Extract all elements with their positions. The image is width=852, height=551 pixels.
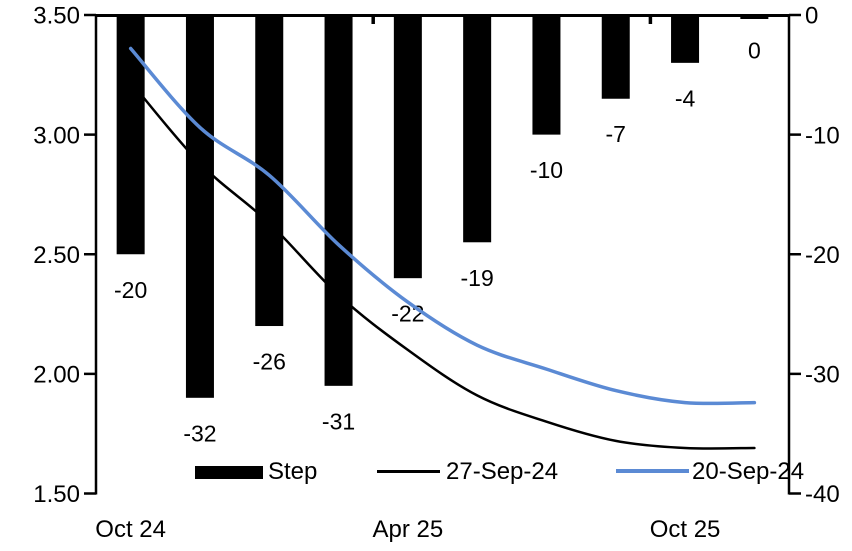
legend-swatch-20-sep-24 [616,469,689,473]
step-bar [671,15,700,63]
right-axis-tick-label: -40 [805,481,840,508]
bar-data-label: -22 [391,301,424,327]
legend-swatch-27-sep-24 [377,470,440,473]
legend-swatch-step [195,466,263,479]
right-axis-tick-label: -20 [805,242,840,269]
bar-data-label: -7 [606,121,626,147]
step-bar [324,15,353,386]
step-bar [393,15,422,279]
bar-data-label: -4 [675,85,696,111]
left-axis-tick-label: 2.00 [33,362,80,389]
left-axis-tick-label: 2.50 [33,242,80,269]
step-bar [601,15,630,99]
left-axis-tick-label: 1.50 [33,481,80,508]
bar-data-label: 0 [748,38,761,64]
line-20-sep-24 [128,46,757,406]
legend-label-27-sep-24: 27-Sep-24 [446,458,559,485]
bar-data-label: -10 [530,157,563,183]
step-bar [532,15,561,135]
legend-label-20-sep-24: 20-Sep-24 [692,458,805,485]
bar-data-label: -26 [253,349,286,375]
step-bar [255,15,284,327]
right-axis-tick-label: 0 [805,3,818,30]
bar-data-label: -19 [461,265,494,291]
x-axis-tick-label: Oct 25 [650,516,721,543]
left-axis-tick-label: 3.50 [33,3,80,30]
right-axis-tick-label: -30 [805,362,840,389]
line-27-sep-24 [129,80,756,450]
x-axis-tick-label: Oct 24 [95,516,166,543]
step-bar [185,15,214,398]
legend-label-step: Step [268,458,318,485]
right-axis-tick-label: -10 [805,122,840,149]
bar-data-label: -20 [114,277,147,303]
left-axis-tick-label: 3.00 [33,122,80,149]
step-bar [116,15,145,255]
x-axis-tick-label: Apr 25 [372,516,443,543]
step-bar [463,15,492,243]
bar-data-label: -32 [183,420,216,446]
bar-data-label: -31 [322,408,355,434]
